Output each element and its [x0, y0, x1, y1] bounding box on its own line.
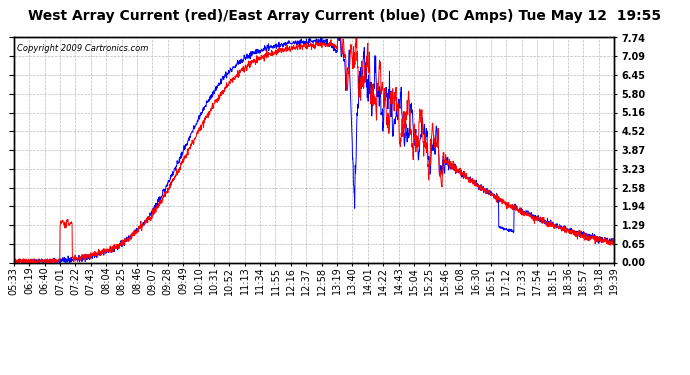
Text: Copyright 2009 Cartronics.com: Copyright 2009 Cartronics.com: [17, 44, 148, 53]
Text: West Array Current (red)/East Array Current (blue) (DC Amps) Tue May 12  19:55: West Array Current (red)/East Array Curr…: [28, 9, 662, 23]
